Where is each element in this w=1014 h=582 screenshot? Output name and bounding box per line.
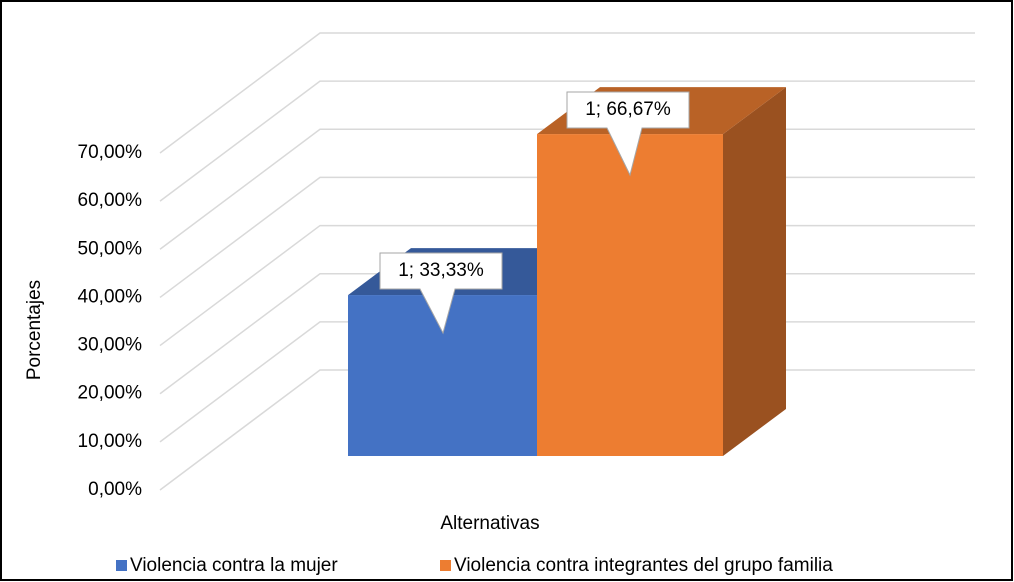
y-tick-label: 50,00% [78, 238, 143, 259]
data-label-callout [379, 252, 503, 335]
y-tick-label: 20,00% [78, 383, 143, 404]
y-tick-label: 40,00% [78, 286, 143, 307]
bar [537, 134, 723, 456]
grid-line [159, 80, 975, 202]
y-tick-label: 0,00% [88, 479, 142, 500]
legend-swatch [116, 560, 127, 571]
y-tick-label: 10,00% [78, 431, 143, 452]
data-label-callout [566, 91, 690, 177]
y-tick-label: 70,00% [78, 142, 143, 163]
legend-label: Violencia contra la mujer [130, 555, 338, 576]
grid-line [159, 32, 975, 154]
legend-swatch [440, 560, 451, 571]
data-label: 1; 66,67% [585, 99, 671, 120]
bar-side [723, 87, 786, 457]
y-tick-label: 60,00% [78, 190, 143, 211]
data-label: 1; 33,33% [398, 260, 484, 281]
x-axis-title: Alternativas [440, 513, 539, 534]
y-tick-label: 30,00% [78, 335, 143, 356]
legend-label: Violencia contra integrantes del grupo f… [454, 555, 833, 576]
y-axis-title: Porcentajes [24, 280, 45, 380]
